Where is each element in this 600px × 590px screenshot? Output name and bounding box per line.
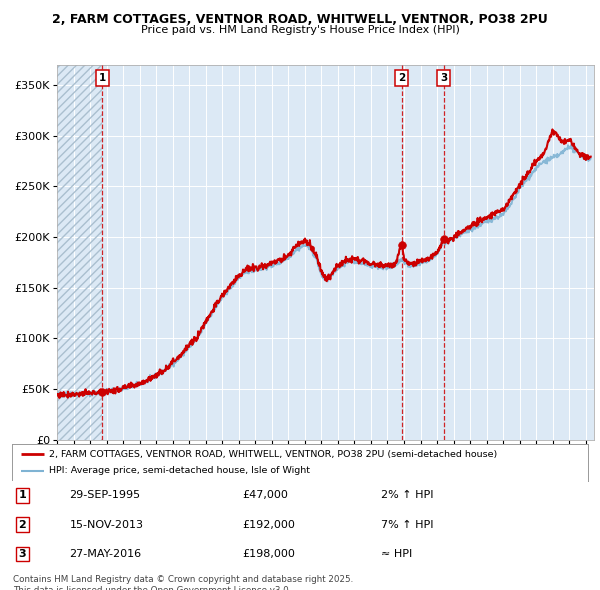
Text: 7% ↑ HPI: 7% ↑ HPI bbox=[380, 520, 433, 530]
Text: 2, FARM COTTAGES, VENTNOR ROAD, WHITWELL, VENTNOR, PO38 2PU: 2, FARM COTTAGES, VENTNOR ROAD, WHITWELL… bbox=[52, 13, 548, 26]
Text: 2: 2 bbox=[398, 73, 406, 83]
Text: Price paid vs. HM Land Registry's House Price Index (HPI): Price paid vs. HM Land Registry's House … bbox=[140, 25, 460, 35]
Text: 1: 1 bbox=[99, 73, 106, 83]
Text: 2, FARM COTTAGES, VENTNOR ROAD, WHITWELL, VENTNOR, PO38 2PU (semi-detached house: 2, FARM COTTAGES, VENTNOR ROAD, WHITWELL… bbox=[49, 450, 497, 458]
Text: HPI: Average price, semi-detached house, Isle of Wight: HPI: Average price, semi-detached house,… bbox=[49, 467, 310, 476]
Bar bbox=[57, 65, 103, 440]
Text: 15-NOV-2013: 15-NOV-2013 bbox=[70, 520, 143, 530]
Text: 29-SEP-1995: 29-SEP-1995 bbox=[70, 490, 141, 500]
Text: 27-MAY-2016: 27-MAY-2016 bbox=[70, 549, 142, 559]
Text: 3: 3 bbox=[19, 549, 26, 559]
Text: 2: 2 bbox=[19, 520, 26, 530]
Text: 1: 1 bbox=[19, 490, 26, 500]
Text: Contains HM Land Registry data © Crown copyright and database right 2025.
This d: Contains HM Land Registry data © Crown c… bbox=[13, 575, 353, 590]
Text: ≈ HPI: ≈ HPI bbox=[380, 549, 412, 559]
Text: 3: 3 bbox=[440, 73, 448, 83]
Text: £192,000: £192,000 bbox=[242, 520, 295, 530]
Text: £198,000: £198,000 bbox=[242, 549, 295, 559]
Text: £47,000: £47,000 bbox=[242, 490, 288, 500]
Text: 2% ↑ HPI: 2% ↑ HPI bbox=[380, 490, 433, 500]
